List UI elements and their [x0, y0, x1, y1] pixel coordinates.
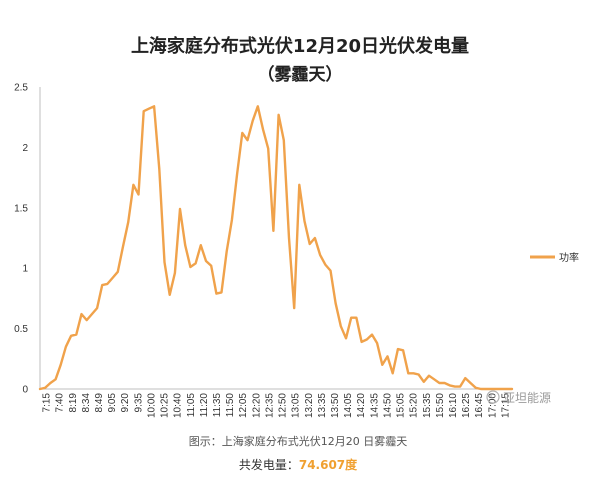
- x-tick-label: 16:10: [448, 393, 459, 418]
- x-tick-label: 14:05: [343, 393, 354, 418]
- y-tick-label: 1.5: [14, 203, 28, 214]
- chart-title: 上海家庭分布式光伏12月20日光伏发电量: [131, 35, 469, 57]
- x-tick-label: 12:20: [251, 393, 262, 418]
- x-tick-label: 13:20: [304, 393, 315, 418]
- watermark-text: 亚坦能源: [503, 391, 551, 405]
- x-tick-label: 11:20: [199, 393, 210, 418]
- x-tick-label: 8:34: [81, 393, 92, 413]
- x-tick-label: 14:35: [369, 393, 380, 418]
- chart-axes: [39, 87, 512, 390]
- x-tick-label: 10:00: [146, 393, 157, 418]
- watermark: 亚坦能源: [486, 390, 551, 405]
- y-tick-label: 2: [22, 143, 28, 154]
- x-tick-label: 10:25: [160, 393, 171, 418]
- x-tick-label: 15:05: [396, 393, 407, 418]
- x-tick-label: 11:35: [212, 393, 223, 418]
- x-tick-label: 7:15: [42, 393, 53, 413]
- wechat-icon-eye: [490, 395, 492, 397]
- chart-subtitle: （雾霾天）: [258, 64, 343, 85]
- x-tick-label: 16:45: [474, 393, 485, 418]
- caption-total-value: 74.607度: [298, 458, 358, 472]
- caption-line1: 图示：上海家庭分布式光伏12月20 日雾霾天: [188, 435, 408, 448]
- wechat-icon-eye: [494, 395, 496, 397]
- x-tick-label: 13:05: [291, 393, 302, 418]
- x-axis-ticks: 7:15 7:40 8:19 8:34 8:49 9:05 9:20 9:35 10:00 10:…: [42, 393, 512, 418]
- x-tick-label: 17:00: [487, 393, 498, 418]
- y-tick-label: 0.5: [14, 324, 28, 335]
- x-tick-label: 11:50: [225, 393, 236, 418]
- x-tick-label: 12:05: [238, 393, 249, 418]
- series-line-power: [38, 105, 514, 391]
- legend: 功率: [530, 251, 579, 264]
- x-tick-label: 16:25: [461, 393, 472, 418]
- x-tick-label: 9:35: [133, 393, 144, 413]
- y-tick-label: 0: [22, 385, 28, 396]
- x-tick-label: 11:05: [186, 393, 197, 418]
- x-tick-label: 17:15: [500, 393, 511, 418]
- x-tick-label: 7:40: [55, 393, 66, 413]
- caption-total: 共发电量：74.607度: [0, 456, 596, 473]
- series-layer: [38, 105, 514, 391]
- line-chart: 上海家庭分布式光伏12月20日光伏发电量 （雾霾天） 00.511.522.5 …: [14, 35, 579, 418]
- x-tick-label: 13:35: [317, 393, 328, 418]
- x-tick-label: 8:49: [94, 393, 105, 413]
- y-tick-label: 2.5: [14, 83, 28, 94]
- x-tick-label: 12:50: [278, 393, 289, 418]
- x-tick-label: 15:50: [435, 393, 446, 418]
- x-tick-label: 8:19: [68, 393, 79, 413]
- x-tick-label: 9:20: [120, 393, 131, 413]
- x-tick-label: 14:50: [382, 393, 393, 418]
- x-tick-label: 15:35: [422, 393, 433, 418]
- y-tick-label: 1: [22, 264, 28, 275]
- x-tick-label: 15:20: [409, 393, 420, 418]
- x-tick-label: 12:35: [264, 393, 275, 418]
- x-tick-label: 14:20: [356, 393, 367, 418]
- legend-label: 功率: [559, 251, 579, 264]
- x-tick-label: 9:05: [107, 393, 118, 413]
- x-tick-label: 10:40: [173, 393, 184, 418]
- x-tick-label: 13:50: [330, 393, 341, 418]
- caption-total-label: 共发电量：: [238, 458, 299, 472]
- wechat-icon: [486, 390, 500, 404]
- y-axis-ticks: 0 0.5 1 1.5 2 2.5: [14, 83, 28, 396]
